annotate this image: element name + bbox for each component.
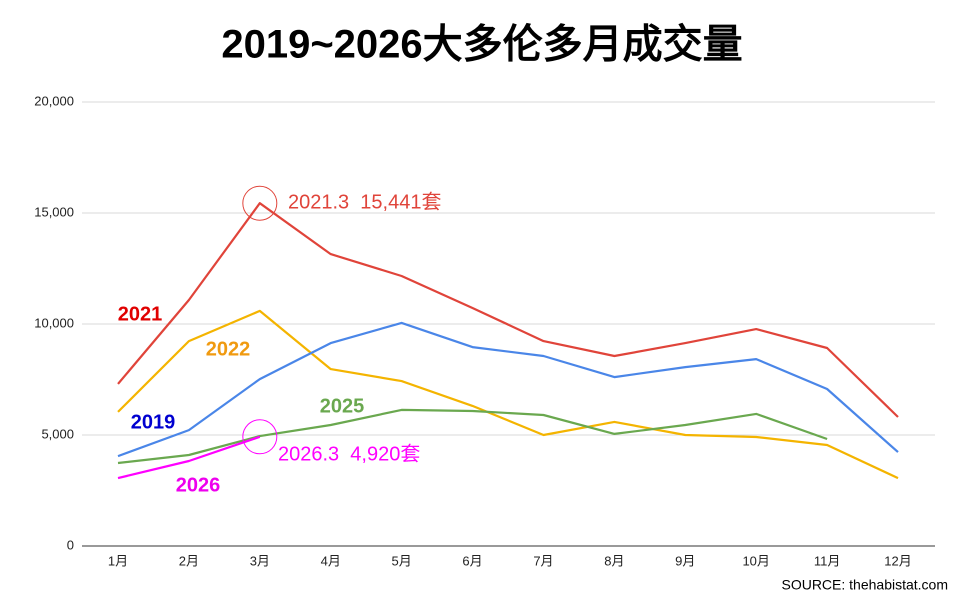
annotation: 2026.3 4,920套 [278, 442, 420, 465]
series-line [117, 408, 828, 465]
series-line [117, 202, 899, 418]
highlight-circle [242, 419, 278, 455]
chart-title: 2019~2026大多伦多月成交量 [221, 23, 742, 67]
annotation: 2021.3 15,441套 [288, 190, 441, 213]
series-label: 2021 [118, 303, 163, 325]
x-tick-label: 2月 [179, 553, 199, 568]
x-tick-label: 8月 [604, 553, 624, 568]
series-label: 2026 [176, 474, 221, 496]
highlight-circle [242, 185, 278, 221]
series-line [117, 321, 899, 458]
y-tick-label: 15,000 [34, 204, 74, 219]
x-tick-label: 1月 [108, 553, 128, 568]
x-tick-label: 11月 [814, 553, 841, 568]
x-tick-label: 4月 [321, 553, 341, 568]
source: SOURCE: thehabistat.com [781, 577, 948, 593]
series-label: 2025 [320, 395, 365, 417]
x-tick-label: 3月 [250, 553, 270, 568]
x-tick-label: 12月 [884, 553, 911, 568]
series-line [117, 435, 261, 480]
x-tick-label: 6月 [462, 553, 482, 568]
y-tick-label: 0 [67, 537, 74, 552]
y-tick-label: 5,000 [41, 426, 74, 441]
x-tick-label: 7月 [533, 553, 553, 568]
x-tick-label: 5月 [392, 553, 412, 568]
series-line [117, 309, 899, 480]
series-label: 2022 [206, 338, 251, 360]
y-tick-label: 20,000 [34, 93, 74, 108]
x-tick-label: 9月 [675, 553, 695, 568]
series-label: 2019 [131, 411, 176, 433]
x-tick-label: 10月 [742, 553, 769, 568]
y-tick-label: 10,000 [34, 315, 74, 330]
